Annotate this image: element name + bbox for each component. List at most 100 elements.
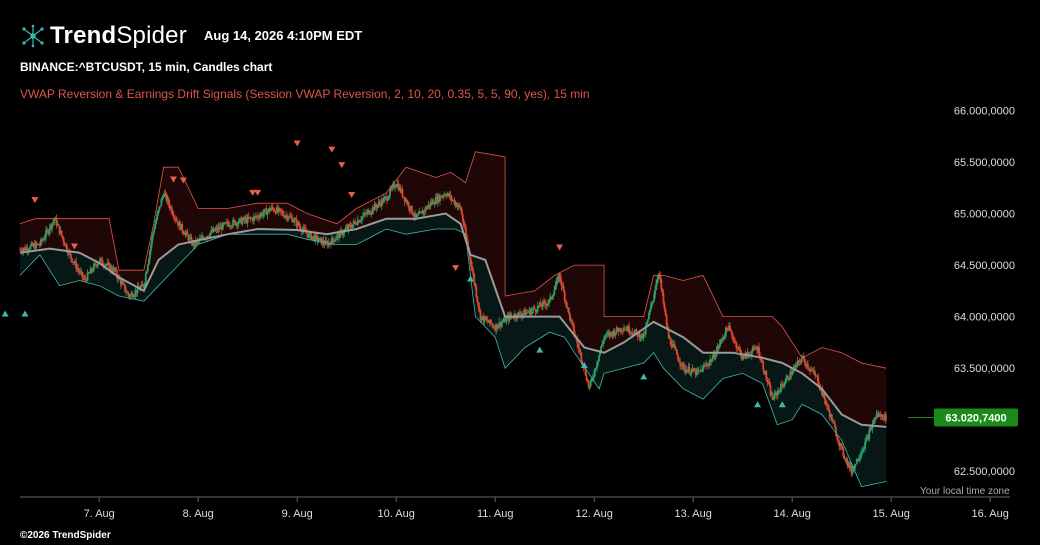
candle-body — [161, 197, 164, 200]
candle-body — [438, 195, 440, 202]
candle-body — [666, 325, 669, 330]
timezone-note: Your local time zone — [920, 486, 1010, 497]
candle-body — [237, 222, 240, 226]
candle-body — [787, 376, 790, 380]
copyright: ©2026 TrendSpider — [20, 530, 111, 541]
candle-body — [546, 304, 548, 306]
candle-body — [339, 230, 342, 238]
candle-body — [458, 204, 461, 207]
candle-body — [407, 202, 410, 209]
candle-body — [539, 302, 542, 307]
candle-body — [519, 312, 521, 315]
candle-body — [697, 370, 700, 372]
candle-body — [367, 210, 370, 212]
candle-body — [178, 222, 180, 226]
candle-body — [719, 339, 722, 344]
candle-body — [613, 330, 616, 336]
candle-body — [774, 392, 777, 394]
candle-body — [348, 224, 351, 226]
candle-body — [493, 326, 495, 328]
candle-body — [193, 240, 196, 247]
candle-body — [766, 379, 769, 382]
candle-body — [608, 332, 611, 336]
x-tick-label: 8. Aug — [183, 508, 214, 520]
candle-body — [347, 224, 350, 230]
candle-body — [101, 258, 104, 264]
sell-signal-marker — [338, 162, 346, 169]
candle-body — [52, 221, 55, 224]
candle-body — [213, 228, 216, 232]
candle-body — [366, 211, 369, 215]
candle-body — [413, 215, 415, 217]
candle-body — [195, 240, 198, 245]
candle-body — [829, 414, 832, 418]
candle-body — [399, 186, 402, 193]
candle-body — [433, 203, 436, 205]
candle-body — [214, 229, 217, 232]
candle-body — [97, 263, 99, 267]
candle-body — [585, 375, 588, 381]
candle-body — [522, 313, 525, 315]
candle-body — [145, 271, 148, 274]
candle-body — [266, 211, 269, 216]
candle-body — [246, 216, 249, 223]
chart-datetime: Aug 14, 2026 4:10PM EDT — [204, 28, 363, 43]
candle-body — [122, 281, 124, 283]
candle-body — [573, 325, 575, 335]
candle-body — [375, 206, 378, 208]
candle-body — [723, 336, 726, 338]
candle-body — [646, 319, 649, 323]
candle-body — [677, 354, 679, 360]
brand-name: TrendSpider — [50, 22, 187, 49]
candle-body — [709, 359, 712, 363]
candle-body — [635, 329, 638, 332]
candle-body — [359, 220, 361, 223]
candle-body — [412, 213, 414, 216]
candle-body — [353, 221, 356, 223]
candle-body — [529, 309, 532, 315]
candle-body — [449, 195, 452, 198]
candle-body — [131, 293, 134, 298]
candle-body — [598, 355, 600, 362]
candle-body — [425, 207, 428, 210]
candle-body — [813, 370, 816, 374]
candle-body — [93, 263, 96, 265]
candle-body — [591, 378, 594, 379]
y-tick-label: 65.000,0000 — [954, 209, 1015, 221]
candle-body — [742, 355, 745, 359]
candle-body — [124, 284, 126, 292]
candle-body — [325, 240, 328, 243]
candle-body — [432, 200, 435, 205]
candle-body — [692, 368, 695, 372]
candle-body — [507, 315, 510, 321]
candle-body — [166, 198, 169, 202]
candle-body — [615, 327, 618, 333]
candle-body — [409, 205, 412, 211]
candle-body — [37, 243, 40, 246]
candle-body — [283, 214, 285, 218]
candle-body — [390, 188, 393, 190]
candle-body — [492, 324, 494, 327]
candle-body — [372, 207, 375, 211]
candle-body — [163, 193, 166, 197]
candle-body — [79, 271, 82, 273]
candle-body — [593, 368, 596, 376]
candle-body — [592, 375, 595, 379]
buy-signal-marker — [536, 346, 544, 353]
candle-body — [299, 226, 302, 231]
candle-body — [334, 240, 336, 242]
candle-body — [461, 214, 464, 222]
x-tick-label: 16. Aug — [972, 508, 1009, 520]
candle-body — [355, 224, 358, 226]
candle-body — [798, 360, 801, 362]
candle-body — [258, 217, 260, 219]
candle-body — [665, 315, 668, 326]
candle-body — [167, 198, 170, 205]
candle-body — [831, 420, 834, 422]
candle-body — [232, 219, 234, 226]
candle-body — [854, 464, 857, 465]
candle-body — [495, 324, 497, 331]
candle-body — [132, 296, 135, 298]
candle-body — [479, 309, 482, 321]
